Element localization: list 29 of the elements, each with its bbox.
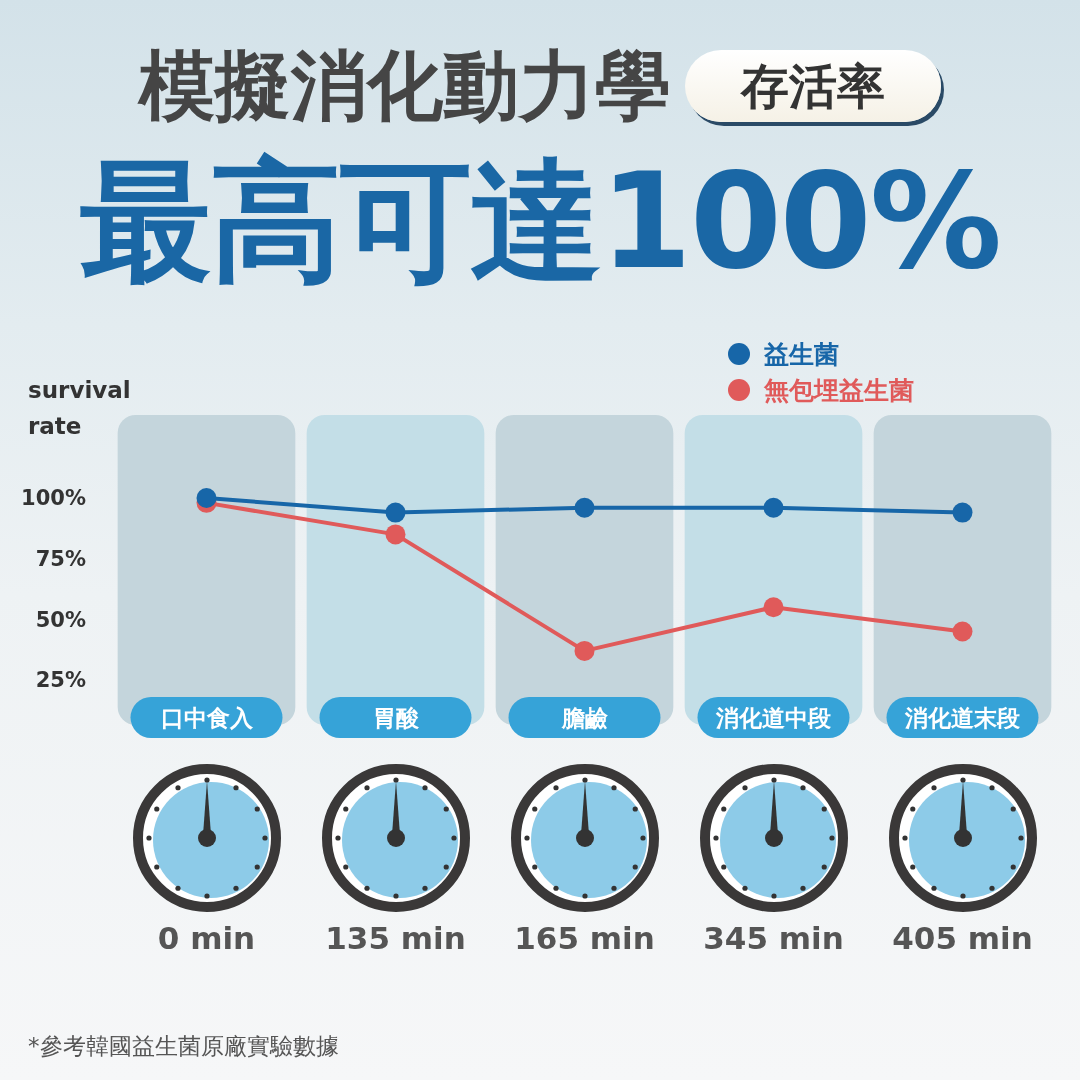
y-tick-label: 50%	[35, 607, 86, 632]
text: 345 min	[703, 920, 844, 956]
x-tick-label: 胃酸	[372, 705, 420, 731]
x-tick-label: 消化道中段	[715, 705, 832, 731]
x-tick-label: 口中食入	[160, 705, 254, 731]
point	[385, 524, 406, 545]
point	[763, 597, 784, 618]
point	[574, 497, 595, 518]
legend-label: 無包埋益生菌	[764, 375, 914, 405]
point	[952, 502, 973, 523]
text: 405 min	[892, 920, 1033, 956]
point	[763, 497, 784, 518]
text: *參考韓國益生菌原廠實驗數據	[28, 1033, 339, 1059]
chart-subtitle: 最高可達100%	[80, 144, 1000, 298]
legend-label: 益生菌	[764, 339, 839, 369]
y-tick-label: 75%	[35, 547, 86, 572]
y-tick-label: 25%	[35, 668, 86, 693]
chart-title: 模擬消化動力學 存活率	[139, 41, 885, 130]
text: 165 min	[514, 920, 655, 956]
point	[952, 621, 973, 642]
point	[385, 502, 406, 523]
x-tick-label: 消化道末段	[904, 705, 1021, 731]
y-axis-title: survival rate	[28, 377, 131, 439]
text: 0 min	[157, 920, 256, 956]
y-tick-label: 100%	[21, 486, 86, 511]
point	[196, 488, 217, 508]
x-tick-label: 膽鹼	[560, 705, 609, 731]
point	[574, 640, 595, 661]
text: 135 min	[325, 920, 466, 956]
